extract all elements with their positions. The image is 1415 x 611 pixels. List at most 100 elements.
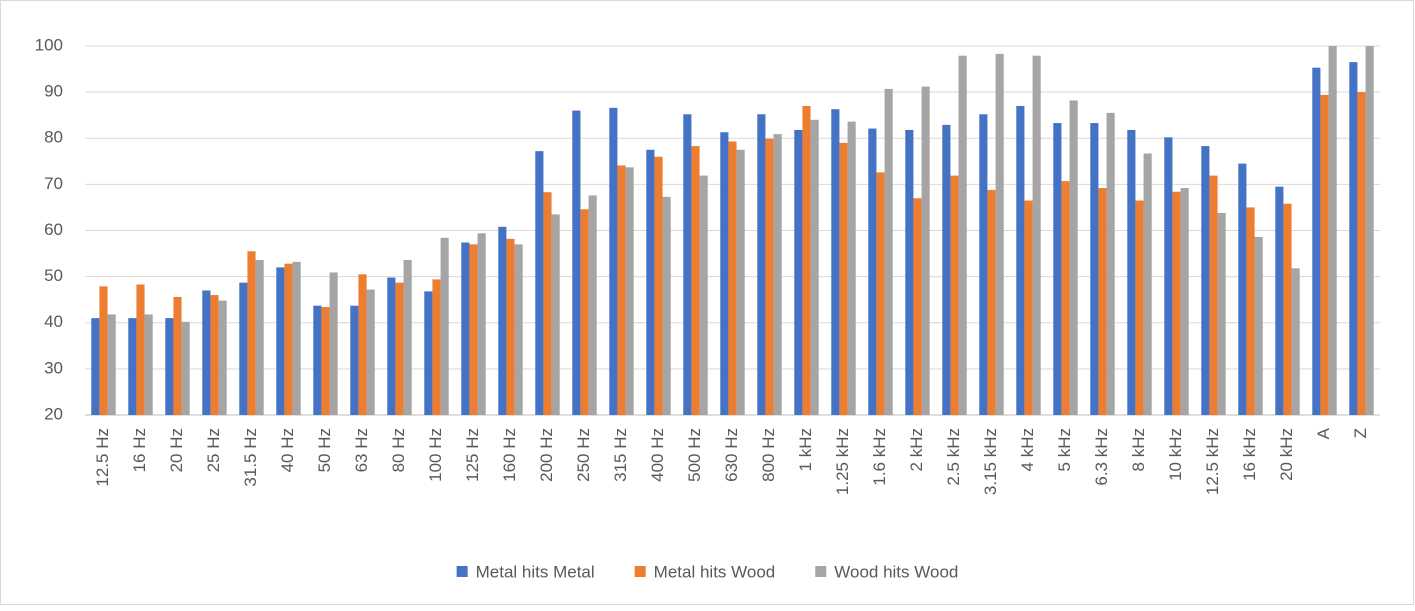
y-tick-label: 50 bbox=[44, 266, 63, 285]
bar bbox=[395, 282, 404, 415]
bar bbox=[218, 300, 227, 415]
bar bbox=[321, 307, 330, 415]
bar bbox=[313, 305, 322, 415]
x-tick-label: 10 kHz bbox=[1166, 428, 1185, 481]
bar bbox=[292, 261, 301, 415]
bar bbox=[794, 129, 803, 415]
x-tick-label: 16 kHz bbox=[1240, 428, 1259, 481]
bar bbox=[942, 124, 951, 415]
legend-swatch bbox=[815, 566, 827, 577]
bar bbox=[1349, 62, 1358, 416]
bar bbox=[847, 121, 856, 416]
x-tick-label: 125 Hz bbox=[463, 428, 482, 482]
legend-label: Metal hits Metal bbox=[476, 562, 595, 581]
bar bbox=[144, 314, 153, 415]
bar bbox=[1016, 105, 1025, 416]
bar bbox=[580, 209, 589, 415]
bar bbox=[1024, 200, 1033, 415]
x-tick-label: 315 Hz bbox=[611, 428, 630, 482]
bar bbox=[1209, 175, 1218, 415]
bar bbox=[1032, 55, 1041, 415]
bar bbox=[1053, 123, 1062, 415]
y-tick-label: 20 bbox=[44, 404, 63, 423]
bar bbox=[1283, 203, 1292, 415]
bar bbox=[1143, 153, 1152, 415]
x-tick-label: 12.5 Hz bbox=[93, 428, 112, 487]
bar bbox=[514, 244, 523, 415]
y-tick-label: 90 bbox=[44, 82, 63, 101]
x-tick-label: 12.5 kHz bbox=[1203, 428, 1222, 495]
bar bbox=[950, 175, 959, 415]
x-tick-label: 16 Hz bbox=[130, 428, 149, 472]
bar bbox=[1291, 268, 1300, 415]
bar bbox=[810, 119, 819, 416]
bar bbox=[913, 198, 922, 415]
x-tick-label: 500 Hz bbox=[685, 428, 704, 482]
x-tick-label: 50 Hz bbox=[315, 428, 334, 472]
bar bbox=[958, 55, 967, 415]
bar bbox=[1312, 67, 1321, 416]
bar bbox=[839, 142, 848, 416]
bar bbox=[1328, 46, 1337, 415]
bar bbox=[654, 156, 663, 415]
x-tick-label: 1 kHz bbox=[796, 428, 815, 471]
x-tick-label: 1.25 kHz bbox=[833, 428, 852, 495]
bar bbox=[239, 282, 248, 415]
bar bbox=[572, 110, 581, 415]
x-tick-label: 160 Hz bbox=[500, 428, 519, 482]
bar bbox=[276, 267, 285, 415]
bar bbox=[136, 284, 145, 415]
bar bbox=[535, 151, 544, 416]
bar bbox=[1217, 212, 1226, 415]
bar bbox=[1106, 112, 1115, 415]
x-tick-label: 40 Hz bbox=[278, 428, 297, 472]
bar bbox=[255, 260, 264, 415]
bar bbox=[403, 260, 412, 415]
bar bbox=[683, 114, 692, 415]
bar bbox=[905, 129, 914, 415]
bar bbox=[691, 146, 700, 415]
bar bbox=[99, 286, 108, 415]
bar bbox=[543, 192, 552, 415]
bar bbox=[1061, 181, 1070, 415]
bar bbox=[757, 114, 766, 415]
bar bbox=[498, 226, 507, 415]
x-tick-label: 3.15 kHz bbox=[981, 428, 1000, 495]
bar bbox=[284, 263, 293, 415]
bar bbox=[366, 289, 375, 415]
bar bbox=[1238, 163, 1247, 415]
bar bbox=[202, 290, 211, 415]
y-tick-label: 70 bbox=[44, 174, 63, 193]
bar bbox=[662, 196, 671, 415]
bar bbox=[1127, 129, 1136, 415]
bar bbox=[1098, 188, 1107, 415]
bar bbox=[1164, 137, 1173, 415]
y-tick-label: 40 bbox=[44, 312, 63, 331]
bar bbox=[646, 149, 655, 415]
x-tick-label: 800 Hz bbox=[759, 428, 778, 482]
bar bbox=[921, 86, 930, 415]
bar bbox=[461, 242, 470, 415]
x-tick-label: 250 Hz bbox=[574, 428, 593, 482]
bar bbox=[247, 251, 256, 415]
bar bbox=[765, 138, 774, 415]
bar bbox=[128, 318, 137, 415]
legend-swatch bbox=[456, 566, 468, 577]
bar bbox=[91, 318, 100, 415]
bar bbox=[802, 105, 811, 416]
bar bbox=[329, 272, 338, 415]
x-tick-label: 63 Hz bbox=[352, 428, 371, 472]
bar bbox=[1365, 46, 1374, 415]
bar bbox=[358, 274, 367, 415]
x-tick-label: Z bbox=[1351, 428, 1370, 438]
bar bbox=[1069, 100, 1078, 416]
x-tick-label: 20 Hz bbox=[167, 428, 186, 472]
legend-label: Wood hits Wood bbox=[834, 562, 958, 581]
bar bbox=[720, 132, 729, 415]
y-tick-label: 60 bbox=[44, 220, 63, 239]
bar bbox=[979, 114, 988, 415]
bar bbox=[1180, 188, 1189, 415]
bar bbox=[440, 237, 449, 415]
x-tick-label: 400 Hz bbox=[648, 428, 667, 482]
